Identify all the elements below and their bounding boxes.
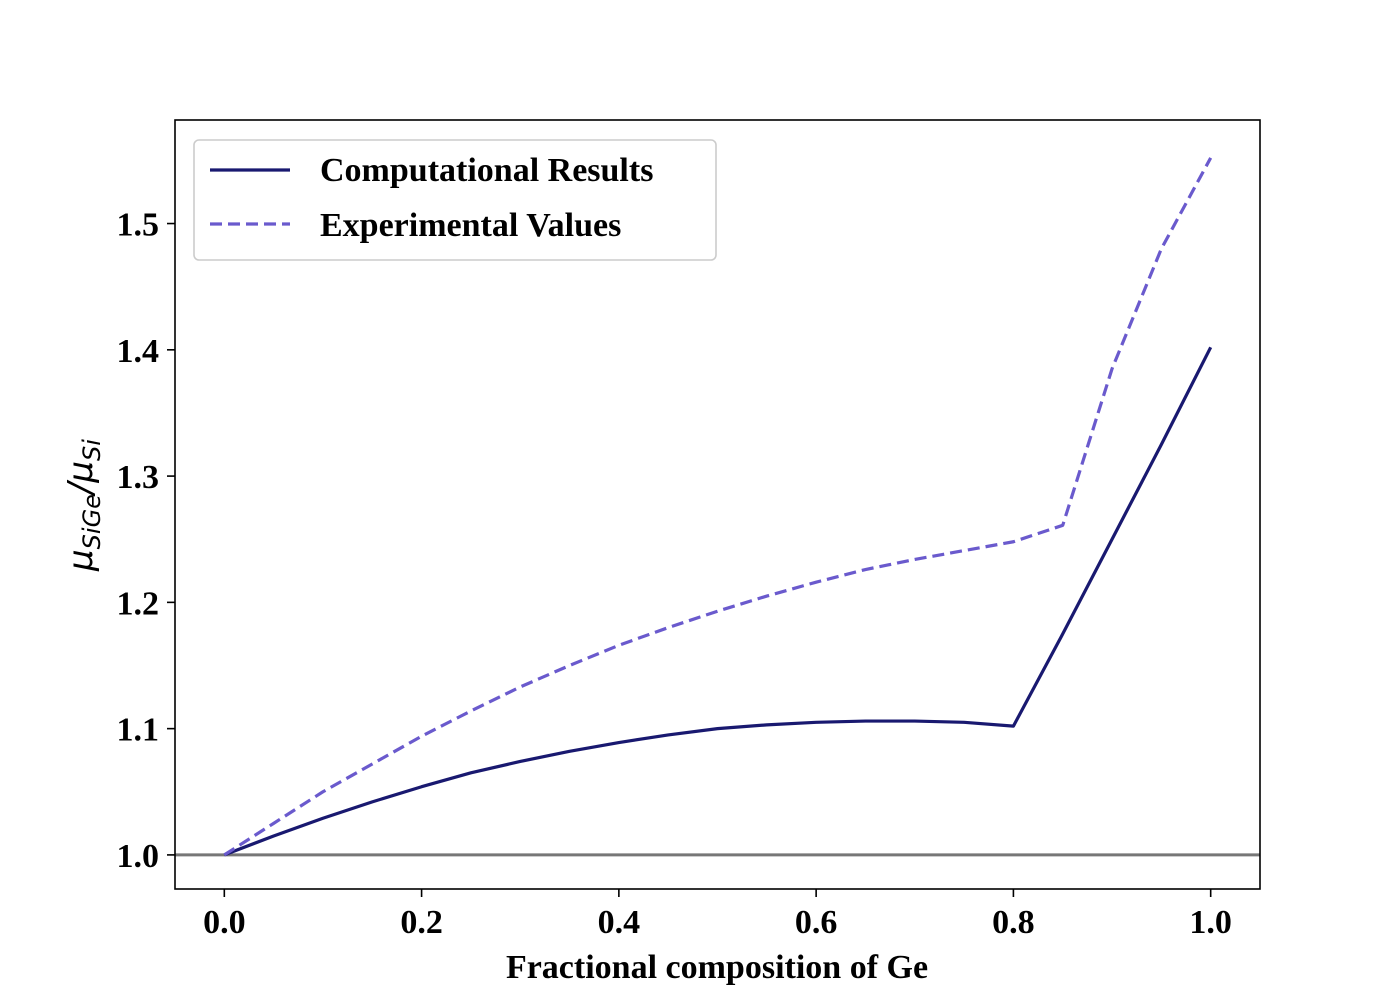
- legend-label-experimental: Experimental Values: [320, 207, 621, 244]
- legend-label-computational: Computational Results: [320, 152, 653, 189]
- y-axis-label-numerator: μ: [61, 549, 101, 572]
- legend-box: [193, 139, 717, 261]
- y-tick-label: 1.1: [117, 712, 160, 749]
- x-axis-label: Fractional composition of Ge: [506, 949, 928, 986]
- x-axis-ticks: 0.0 0.2 0.4 0.6 0.8 1.0: [203, 889, 1232, 941]
- x-tick-label: 0.8: [992, 904, 1035, 941]
- series-line-experimental: [223, 157, 1213, 857]
- plot-frame: [174, 119, 1261, 890]
- y-tick-label: 1.3: [117, 459, 160, 496]
- x-tick-label: 0.2: [400, 904, 443, 941]
- series-layer: [223, 157, 1213, 857]
- x-tick-label: 0.0: [203, 904, 246, 941]
- x-tick-label: 0.6: [795, 904, 838, 941]
- y-tick-label: 1.5: [117, 207, 160, 244]
- y-axis-label-denominator: μ: [61, 461, 101, 484]
- y-axis-ticks: 1.0 1.1 1.2 1.3 1.4 1.5: [117, 207, 175, 875]
- y-tick-label: 1.4: [117, 333, 160, 370]
- y-tick-label: 1.2: [117, 585, 160, 622]
- y-axis-label-denominator-sub: Si: [78, 439, 106, 461]
- x-tick-label: 0.4: [598, 904, 641, 941]
- y-axis-label-numerator-sub: SiGe: [78, 494, 106, 549]
- y-tick-label: 1.0: [117, 838, 160, 875]
- y-axis-label-separator: /: [61, 479, 101, 497]
- x-tick-label: 1.0: [1189, 904, 1232, 941]
- y-axis-label: μSiGe/μSi: [61, 439, 106, 572]
- series-line-computational: [223, 346, 1213, 857]
- legend: Computational Results Experimental Value…: [193, 139, 717, 261]
